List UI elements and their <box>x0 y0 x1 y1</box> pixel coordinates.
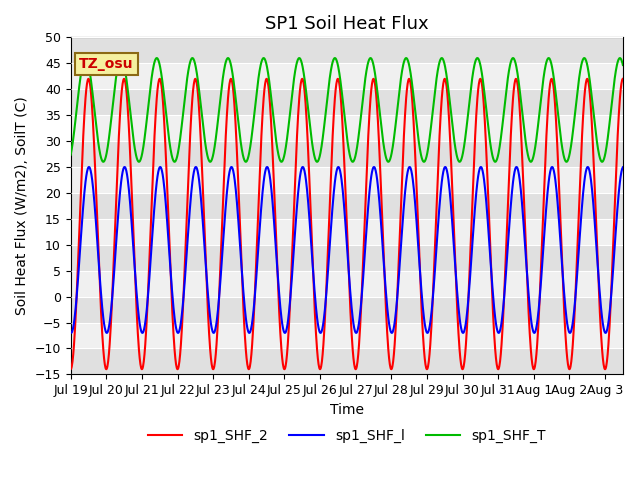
sp1_SHF_l <box>619 165 627 170</box>
Bar <box>70 245 623 271</box>
sp1_SHF_l <box>67 330 75 336</box>
sp1_SHF_2 <box>67 366 74 372</box>
Bar <box>70 115 623 141</box>
sp1_SHF_T <box>389 141 397 147</box>
Bar <box>70 37 623 63</box>
sp1_SHF_2 <box>561 324 569 330</box>
sp1_SHF_T <box>67 152 74 158</box>
Bar <box>70 348 623 374</box>
Bar <box>70 89 623 115</box>
sp1_SHF_2 <box>412 166 420 171</box>
sp1_SHF_T <box>412 117 420 123</box>
Bar <box>70 63 623 89</box>
sp1_SHF_l <box>85 164 93 170</box>
sp1_SHF_2 <box>323 285 330 291</box>
Bar <box>70 193 623 219</box>
Bar <box>70 141 623 167</box>
Line: sp1_SHF_2: sp1_SHF_2 <box>70 79 623 369</box>
Line: sp1_SHF_l: sp1_SHF_l <box>70 167 623 333</box>
sp1_SHF_2 <box>84 76 92 82</box>
sp1_SHF_T <box>561 158 569 164</box>
sp1_SHF_T <box>82 55 90 61</box>
Legend: sp1_SHF_2, sp1_SHF_l, sp1_SHF_T: sp1_SHF_2, sp1_SHF_l, sp1_SHF_T <box>142 423 552 448</box>
sp1_SHF_l <box>323 286 331 291</box>
sp1_SHF_2 <box>389 361 397 367</box>
Text: TZ_osu: TZ_osu <box>79 57 133 71</box>
sp1_SHF_l <box>412 214 420 219</box>
sp1_SHF_T <box>619 62 627 68</box>
X-axis label: Time: Time <box>330 403 364 417</box>
sp1_SHF_2 <box>78 157 86 163</box>
sp1_SHF_T <box>78 64 86 70</box>
Bar <box>70 271 623 297</box>
Title: SP1 Soil Heat Flux: SP1 Soil Heat Flux <box>265 15 429 33</box>
sp1_SHF_2 <box>619 76 627 82</box>
sp1_SHF_l <box>131 272 139 278</box>
Y-axis label: Soil Heat Flux (W/m2), SoilT (C): Soil Heat Flux (W/m2), SoilT (C) <box>15 96 29 315</box>
sp1_SHF_l <box>79 212 86 218</box>
Bar <box>70 297 623 323</box>
sp1_SHF_T <box>99 159 107 165</box>
Bar <box>70 323 623 348</box>
Bar <box>70 167 623 193</box>
sp1_SHF_l <box>67 330 74 336</box>
Line: sp1_SHF_T: sp1_SHF_T <box>70 58 623 162</box>
sp1_SHF_l <box>389 328 397 334</box>
sp1_SHF_l <box>561 304 569 310</box>
sp1_SHF_T <box>323 100 331 106</box>
Bar <box>70 219 623 245</box>
sp1_SHF_T <box>131 148 139 154</box>
sp1_SHF_2 <box>131 268 139 274</box>
